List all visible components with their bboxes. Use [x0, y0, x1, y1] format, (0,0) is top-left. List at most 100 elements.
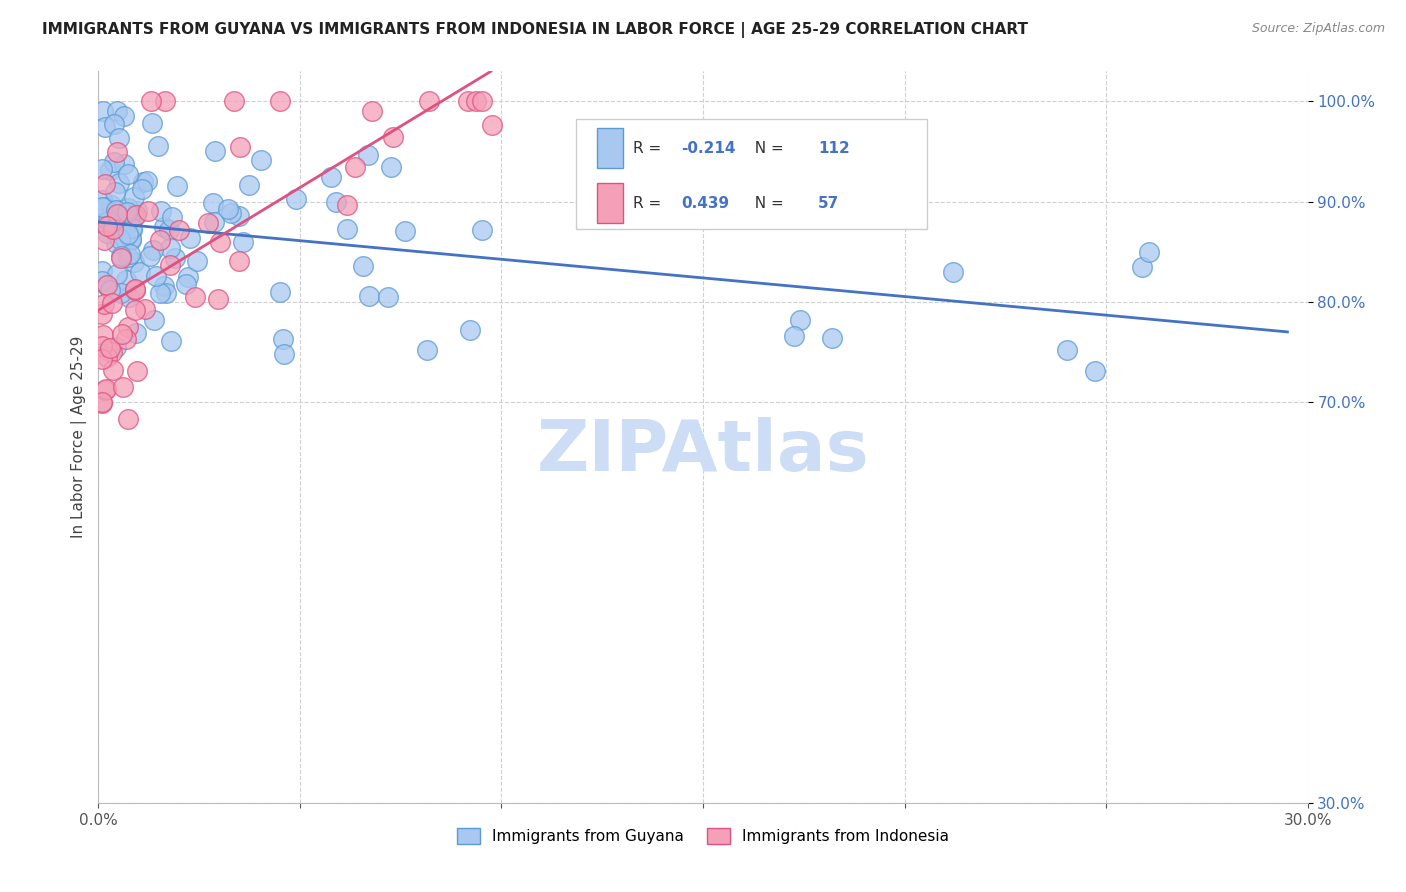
Point: [149, 233, 172, 247]
Point: [105, 145, 128, 159]
Text: IMMIGRANTS FROM GUYANA VS IMMIGRANTS FROM INDONESIA IN LABOR FORCE | AGE 25-29 C: IMMIGRANTS FROM GUYANA VS IMMIGRANTS FRO…: [42, 22, 1028, 38]
Point: [132, 175, 155, 189]
Point: [105, 340, 128, 354]
Point: [110, 211, 132, 226]
Point: [325, 195, 347, 210]
Point: [124, 190, 146, 204]
Point: [465, 95, 488, 109]
Point: [166, 178, 188, 193]
Point: [145, 268, 167, 283]
Point: [91, 104, 114, 119]
Point: [100, 217, 122, 231]
Point: [118, 290, 141, 304]
Point: [782, 329, 804, 343]
Point: [91, 206, 114, 220]
Point: [360, 104, 382, 119]
Point: [96, 219, 118, 234]
Point: [91, 200, 114, 214]
Point: [352, 259, 374, 273]
Point: [96, 226, 118, 240]
Point: [377, 290, 399, 304]
Point: [207, 292, 229, 306]
Point: [94, 383, 117, 397]
Point: [186, 254, 208, 268]
Point: [91, 274, 114, 288]
Point: [104, 235, 127, 250]
FancyBboxPatch shape: [596, 128, 623, 169]
Point: [136, 174, 159, 188]
Point: [97, 214, 120, 228]
Point: [105, 207, 128, 221]
Point: [104, 185, 127, 199]
Point: [159, 258, 181, 272]
Point: [124, 303, 146, 318]
Point: [94, 177, 117, 191]
Point: [141, 95, 163, 109]
Point: [471, 95, 494, 109]
Point: [115, 205, 138, 219]
Point: [159, 242, 181, 256]
FancyBboxPatch shape: [596, 183, 623, 223]
Point: [157, 223, 180, 237]
Point: [117, 227, 139, 241]
Point: [101, 295, 124, 310]
Point: [176, 270, 198, 285]
Point: [152, 279, 174, 293]
Point: [112, 231, 135, 245]
Point: [1084, 364, 1107, 378]
Point: [91, 162, 114, 177]
Point: [165, 251, 187, 265]
Point: [101, 362, 124, 376]
Point: [105, 104, 128, 119]
Point: [284, 192, 307, 206]
Point: [96, 351, 118, 365]
Point: [356, 148, 378, 162]
Point: [111, 379, 134, 393]
Point: [381, 129, 404, 144]
Point: [344, 161, 367, 175]
Point: [249, 153, 271, 167]
Point: [149, 285, 172, 300]
Point: [394, 225, 416, 239]
Point: [97, 343, 120, 358]
Point: [124, 283, 146, 297]
Point: [179, 230, 201, 244]
Point: [94, 120, 117, 134]
FancyBboxPatch shape: [576, 119, 927, 228]
Text: Source: ZipAtlas.com: Source: ZipAtlas.com: [1251, 22, 1385, 36]
Point: [110, 231, 132, 245]
Point: [120, 233, 142, 247]
Point: [232, 235, 254, 249]
Point: [94, 278, 117, 293]
Point: [117, 319, 139, 334]
Point: [134, 301, 156, 316]
Point: [228, 209, 250, 223]
Point: [125, 364, 148, 378]
Point: [457, 95, 479, 109]
Point: [107, 131, 129, 145]
Point: [224, 95, 246, 109]
Point: [471, 223, 494, 237]
Point: [727, 172, 749, 186]
Point: [184, 289, 207, 303]
Point: [271, 332, 294, 346]
Point: [101, 221, 124, 235]
Point: [149, 204, 172, 219]
Point: [115, 273, 138, 287]
Point: [142, 243, 165, 257]
Point: [481, 118, 503, 132]
Point: [169, 223, 191, 237]
Point: [1130, 260, 1153, 275]
Point: [204, 215, 226, 229]
Point: [91, 263, 114, 277]
Point: [98, 162, 121, 177]
Point: [124, 282, 146, 296]
Point: [93, 297, 115, 311]
Point: [114, 232, 136, 246]
Point: [204, 144, 226, 158]
Point: [153, 95, 176, 109]
Point: [93, 233, 115, 247]
Point: [221, 206, 243, 220]
Point: [114, 229, 136, 244]
Point: [91, 351, 114, 366]
